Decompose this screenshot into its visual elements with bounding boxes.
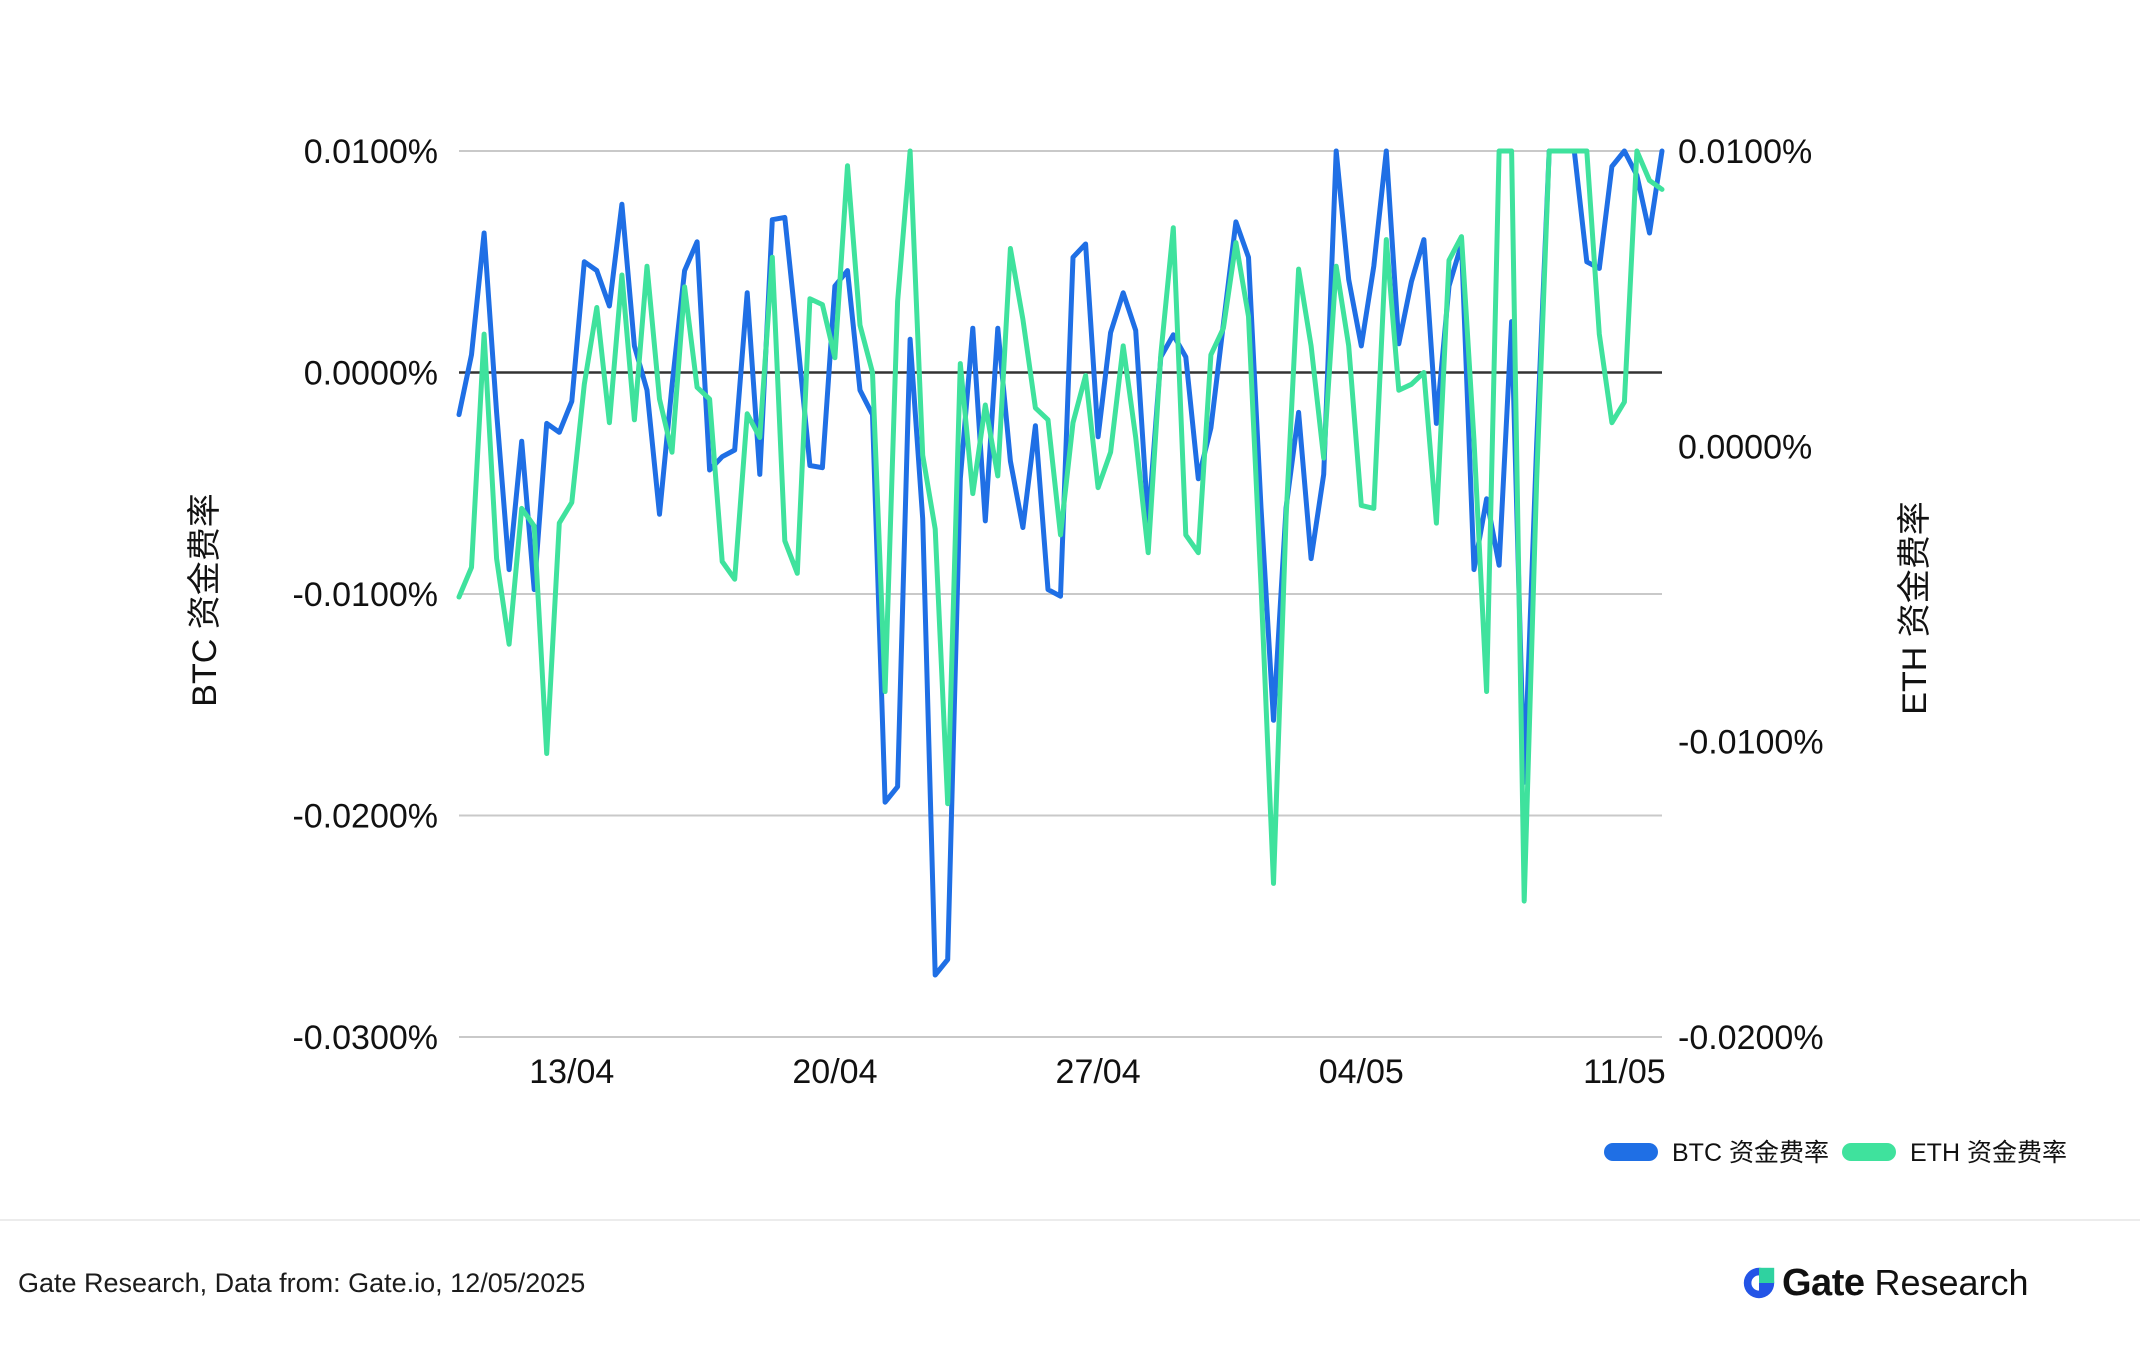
- legend-swatch: [1842, 1143, 1896, 1161]
- x-tick-label: 27/04: [1056, 1053, 1141, 1091]
- legend-label: BTC 资金费率: [1672, 1139, 1829, 1167]
- left-tick-label: 0.0000%: [304, 355, 438, 393]
- brand-name: Gate: [1782, 1261, 1865, 1304]
- x-axis-ticks: 13/04 20/04 27/04 04/05 11/05: [529, 1053, 1665, 1091]
- left-tick-label: -0.0200%: [292, 798, 438, 836]
- gate-logo-icon: [1743, 1267, 1775, 1299]
- funding-rate-chart: 0.0100% 0.0000% -0.0100% -0.0200% -0.0300% 0…: [186, 133, 2067, 1167]
- source-note: Gate Research, Data from: Gate.io, 12/05…: [18, 1268, 586, 1298]
- left-tick-label: 0.0100%: [304, 133, 438, 171]
- x-tick-label: 04/05: [1319, 1053, 1404, 1091]
- left-tick-label: -0.0100%: [292, 576, 438, 614]
- legend-label: ETH 资金费率: [1910, 1139, 2067, 1167]
- right-tick-label: -0.0200%: [1678, 1019, 1824, 1057]
- brand-logo: Gate Research: [1740, 1258, 2029, 1308]
- right-axis-ticks: 0.0100% 0.0000% -0.0100% -0.0200%: [1678, 133, 1824, 1057]
- series-lines: [456, 148, 1665, 978]
- brand-suffix: Research: [1874, 1262, 2029, 1303]
- legend-swatch: [1604, 1143, 1658, 1161]
- left-tick-label: -0.0300%: [292, 1019, 438, 1057]
- x-tick-label: 13/04: [529, 1053, 614, 1091]
- right-axis-label: ETH 资金费率: [1896, 501, 1934, 714]
- x-tick-label: 20/04: [792, 1053, 877, 1091]
- right-tick-label: -0.0100%: [1678, 724, 1824, 762]
- left-axis-label: BTC 资金费率: [186, 493, 224, 706]
- right-tick-label: 0.0000%: [1678, 428, 1812, 466]
- left-axis-ticks: 0.0100% 0.0000% -0.0100% -0.0200% -0.0300%: [292, 133, 438, 1057]
- chart-legend: BTC 资金费率 ETH 资金费率: [1604, 1139, 2067, 1167]
- right-tick-label: 0.0100%: [1678, 133, 1812, 171]
- x-tick-label: 11/05: [1583, 1053, 1666, 1091]
- series-line: [456, 148, 1665, 904]
